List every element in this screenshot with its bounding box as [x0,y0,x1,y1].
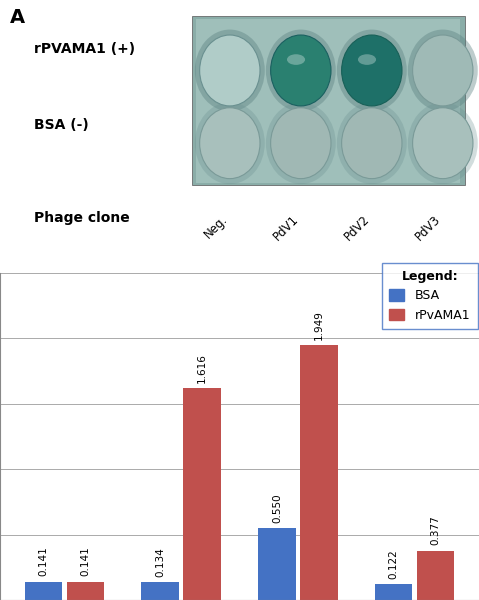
Ellipse shape [342,35,402,106]
Ellipse shape [287,54,305,65]
Text: BSA (-): BSA (-) [34,118,88,133]
Bar [196,19,460,183]
Bar [24,581,62,600]
Text: 1.616: 1.616 [197,353,207,383]
Text: PdV3: PdV3 [412,213,443,243]
Legend: BSA, rPvAMA1: BSA, rPvAMA1 [382,263,478,329]
Text: 0.141: 0.141 [80,547,90,577]
Text: PdV1: PdV1 [271,213,301,243]
Bar [375,584,412,600]
Bar [417,551,455,600]
Text: PdV2: PdV2 [342,213,372,243]
Text: 0.134: 0.134 [155,547,165,577]
Ellipse shape [412,35,473,106]
Ellipse shape [266,29,336,112]
Bar [183,388,221,600]
Ellipse shape [195,29,265,112]
Text: 0.377: 0.377 [431,515,441,545]
Text: rPVAMA1 (+): rPVAMA1 (+) [34,42,135,56]
Bar [258,528,296,600]
Text: A: A [10,8,25,27]
Bar [141,583,179,600]
Bar [192,16,465,185]
Bar [300,345,338,600]
Ellipse shape [266,102,336,184]
Ellipse shape [195,102,265,184]
Ellipse shape [408,102,478,184]
Ellipse shape [358,54,376,65]
Bar [67,581,104,600]
Ellipse shape [337,102,407,184]
Ellipse shape [342,108,402,179]
Text: Neg.: Neg. [201,213,230,241]
Text: 0.550: 0.550 [272,493,282,523]
Ellipse shape [412,108,473,179]
Ellipse shape [408,29,478,112]
Ellipse shape [337,29,407,112]
Text: Phage clone: Phage clone [34,211,129,225]
Ellipse shape [271,108,331,179]
Text: 0.122: 0.122 [389,549,399,579]
Ellipse shape [200,108,260,179]
Text: 1.949: 1.949 [314,310,324,340]
Ellipse shape [200,35,260,106]
Ellipse shape [271,35,331,106]
Text: 0.141: 0.141 [38,547,48,577]
